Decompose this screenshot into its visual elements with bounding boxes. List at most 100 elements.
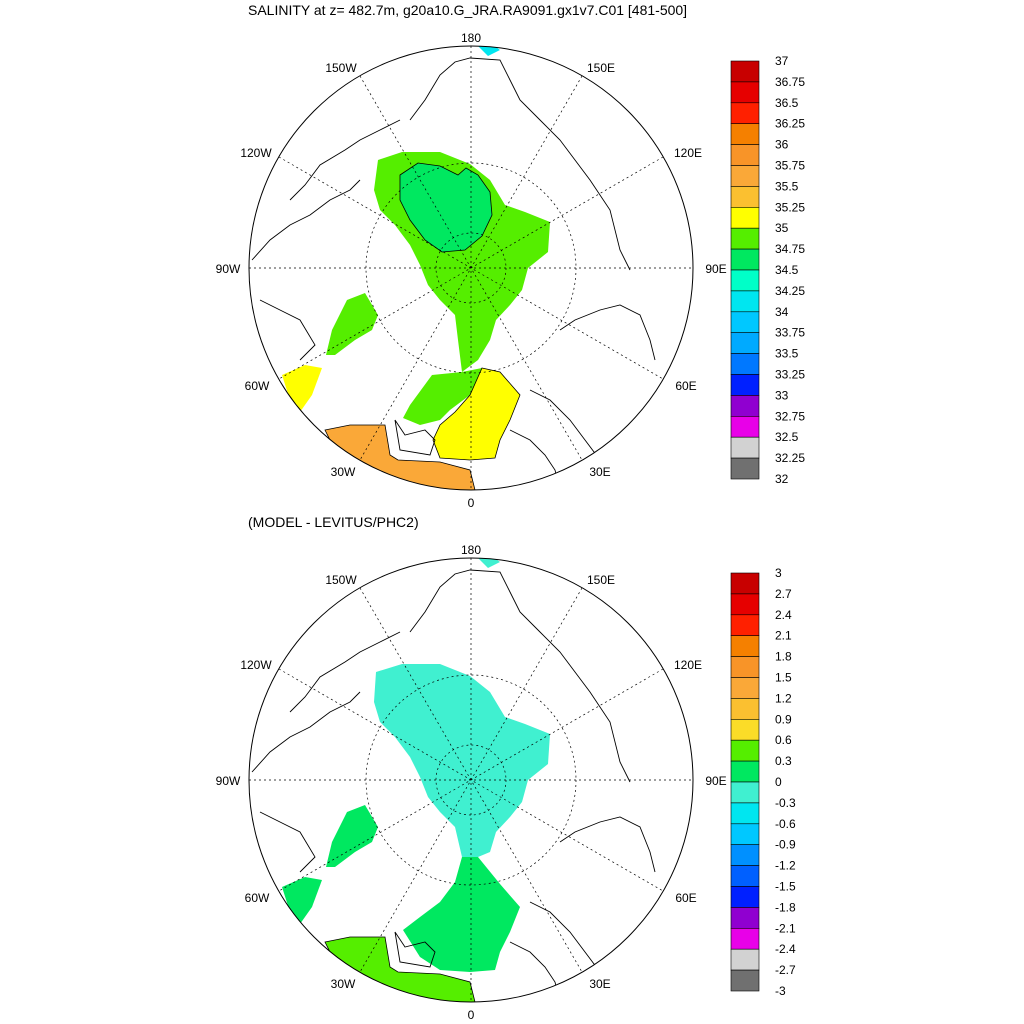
colorbar-swatch: [730, 614, 760, 637]
colorbar-tick-label: -0.9: [775, 838, 796, 852]
colorbar-swatch: [730, 907, 760, 929]
longitude-label: 180: [461, 31, 481, 45]
fram-strait-region: [403, 368, 482, 425]
longitude-label: 120W: [240, 146, 272, 160]
longitude-label: 30W: [331, 465, 356, 479]
colorbar-swatch: [730, 593, 760, 616]
colorbar-swatch: [730, 353, 760, 375]
colorbar-swatch: [730, 311, 760, 333]
colorbar-swatch: [730, 927, 760, 950]
colorbar-tick-label: 1.2: [775, 691, 792, 705]
colorbar-swatch: [730, 677, 760, 699]
colorbar-swatch: [730, 802, 760, 825]
longitude-label: 60W: [245, 891, 270, 905]
colorbar-swatch: [730, 457, 760, 480]
colorbar-tick-label: -0.6: [775, 817, 796, 831]
colorbar-tick-label: 33.25: [775, 368, 805, 382]
longitude-label: 60E: [675, 891, 696, 905]
longitude-labels: 180 150E 120E 90E 60E 30E 0 30W 60W 90W 120W 150W: [216, 31, 727, 510]
arctic-basin-region: [374, 664, 550, 857]
colorbar-swatch: [730, 739, 760, 762]
difference-colorbar: 3 2.7 2.4 2.1 1.8 1.5 1.2 0.9 0.6 0.3 0 -0.3 -0.6 -0.…: [730, 566, 796, 998]
colorbar-tick-label: 34.75: [775, 242, 805, 256]
colorbar-swatch: [730, 374, 760, 396]
longitude-label: 150E: [587, 61, 615, 75]
colorbar-swatch: [730, 572, 760, 595]
colorbar-swatch: [730, 823, 760, 845]
colorbar-swatch: [730, 656, 760, 678]
salinity-map: 180 150E 120E 90E 60E 30E 0 30W 60W 90W 120W 150W 3…: [216, 31, 806, 510]
labrador-region: [282, 877, 322, 924]
colorbar-swatch: [730, 269, 760, 292]
longitude-label: 90E: [705, 262, 726, 276]
colorbar-tick-label: -2.7: [775, 963, 796, 977]
longitude-label: 180: [461, 543, 481, 557]
colorbar-swatch: [730, 102, 760, 125]
nordic-seas-region: [403, 857, 520, 972]
colorbar-tick-label: 34: [775, 305, 789, 319]
difference-plot-title: (MODEL - LEVITUS/PHC2): [248, 514, 419, 530]
colorbar-tick-label: 33.5: [775, 347, 799, 361]
longitude-label: 0: [468, 496, 475, 510]
colorbar-tick-label: 36.25: [775, 117, 805, 131]
longitude-label: 30E: [589, 465, 610, 479]
colorbar-swatch: [730, 415, 760, 438]
colorbar-tick-label: -2.4: [775, 942, 796, 956]
colorbar-swatch: [730, 123, 760, 145]
colorbar-swatch: [730, 635, 760, 657]
colorbar-swatch: [730, 186, 760, 208]
colorbar-swatch: [730, 719, 760, 741]
longitude-label: 120E: [674, 658, 702, 672]
colorbar-tick-label: 32.25: [775, 451, 805, 465]
longitude-label: 60E: [675, 379, 696, 393]
map-boundary: [248, 45, 694, 491]
graticule: [249, 46, 693, 490]
colorbar-swatch: [730, 760, 760, 783]
colorbar-tick-label: 0: [775, 775, 782, 789]
longitude-labels: 180 150E 120E 90E 60E 30E 0 30W 60W 90W 120W 150W: [216, 543, 727, 1022]
longitude-label: 150E: [587, 573, 615, 587]
colorbar-tick-label: 2.4: [775, 608, 792, 622]
colorbar-swatch: [730, 227, 760, 250]
longitude-label: 0: [468, 1008, 475, 1022]
colorbar-tick-label: 3: [775, 566, 782, 580]
colorbar-tick-label: 2.7: [775, 587, 792, 601]
colorbar-tick-label: 34.5: [775, 263, 799, 277]
colorbar-swatch: [730, 844, 760, 866]
colorbar-swatch: [730, 144, 760, 166]
colorbar-tick-label: 37: [775, 54, 789, 68]
colorbar-tick-label: -1.2: [775, 859, 796, 873]
colorbar-tick-label: -0.3: [775, 796, 796, 810]
longitude-label: 90W: [216, 262, 241, 276]
colorbar-tick-label: 35: [775, 221, 789, 235]
longitude-label: 120W: [240, 658, 272, 672]
colorbar-tick-label: 36.5: [775, 96, 799, 110]
colorbar-tick-label: 36.75: [775, 75, 805, 89]
colorbar-tick-label: 33.75: [775, 326, 805, 340]
colorbar-tick-label: 0.3: [775, 754, 792, 768]
colorbar-tick-label: 0.6: [775, 733, 792, 747]
colorbar-tick-label: -1.8: [775, 900, 796, 914]
colorbar-tick-label: 33: [775, 388, 789, 402]
colorbar-tick-label: 32.75: [775, 409, 805, 423]
colorbar-swatch: [730, 865, 760, 887]
colorbar-tick-label: 35.75: [775, 159, 805, 173]
colorbar-tick-label: -2.1: [775, 921, 796, 935]
colorbar-swatch: [730, 698, 760, 720]
colorbar-tick-label: -1.5: [775, 880, 796, 894]
longitude-label: 150W: [325, 573, 357, 587]
longitude-label: 30W: [331, 977, 356, 991]
labrador-region: [282, 365, 322, 412]
colorbar-swatch: [730, 290, 760, 313]
norwegian-sea-region: [432, 367, 521, 461]
colorbar-swatch: [730, 248, 760, 271]
colorbar-swatch: [730, 81, 760, 104]
colorbar-tick-label: 34.25: [775, 284, 805, 298]
colorbar-swatch: [730, 165, 760, 187]
longitude-label: 150W: [325, 61, 357, 75]
difference-map: 180 150E 120E 90E 60E 30E 0 30W 60W 90W 120W 150W 3…: [216, 543, 796, 1022]
longitude-label: 90W: [216, 774, 241, 788]
colorbar-swatch: [730, 886, 760, 908]
colorbar-tick-label: 32.5: [775, 430, 799, 444]
baffin-region: [326, 293, 378, 355]
